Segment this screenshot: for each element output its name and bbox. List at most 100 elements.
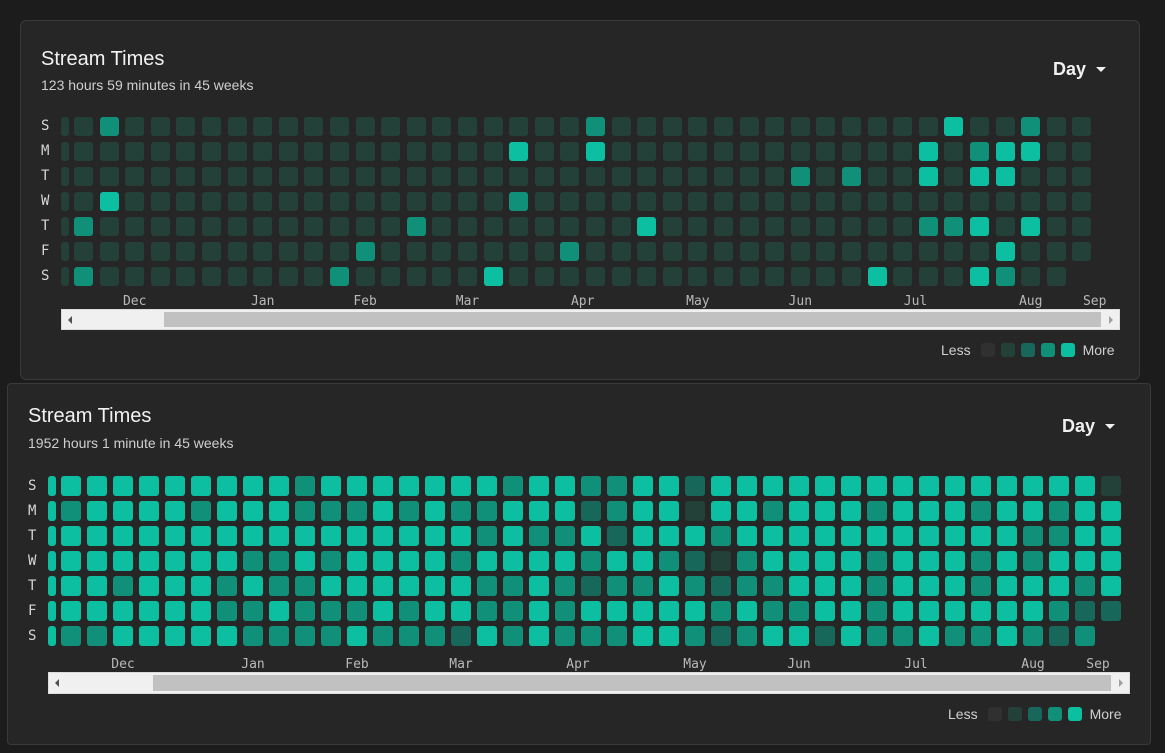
heatmap-cell[interactable] [918, 217, 938, 236]
heatmap-cell[interactable] [586, 192, 605, 211]
heatmap-cell[interactable] [330, 242, 349, 261]
heatmap-cell[interactable] [841, 501, 861, 521]
heatmap-cell[interactable] [944, 167, 964, 186]
scroll-right-arrow-icon[interactable] [1103, 310, 1119, 329]
heatmap-cell[interactable] [165, 551, 185, 571]
heatmap-cell[interactable] [61, 267, 69, 286]
heatmap-cell[interactable] [893, 117, 913, 136]
heatmap-cell[interactable] [789, 501, 809, 521]
heatmap-cell[interactable] [893, 601, 913, 621]
heatmap-cell[interactable] [253, 117, 273, 136]
heatmap-cell[interactable] [1075, 576, 1095, 596]
heatmap-cell[interactable] [278, 142, 298, 161]
heatmap-cell[interactable] [867, 167, 887, 186]
heatmap-cell[interactable] [477, 601, 497, 621]
heatmap-cell[interactable] [688, 192, 708, 211]
heatmap-cell[interactable] [607, 601, 627, 621]
heatmap-cell[interactable] [765, 142, 785, 161]
heatmap-cell[interactable] [1021, 192, 1041, 211]
heatmap-cell[interactable] [586, 242, 605, 261]
heatmap-cell[interactable] [970, 267, 989, 286]
heatmap-cell[interactable] [586, 117, 605, 136]
heatmap-cell[interactable] [555, 526, 575, 546]
heatmap-cell[interactable] [714, 217, 733, 236]
heatmap-cell[interactable] [737, 526, 757, 546]
heatmap-cell[interactable] [893, 167, 913, 186]
heatmap-cell[interactable] [432, 242, 452, 261]
heatmap-cell[interactable] [165, 576, 185, 596]
heatmap-cell[interactable] [971, 501, 991, 521]
heatmap-cell[interactable] [841, 576, 861, 596]
heatmap-cell[interactable] [555, 501, 575, 521]
heatmap-cell[interactable] [347, 626, 367, 646]
heatmap-cell[interactable] [816, 142, 836, 161]
heatmap-cell[interactable] [711, 501, 731, 521]
heatmap-cell[interactable] [867, 142, 887, 161]
heatmap-cell[interactable] [304, 192, 324, 211]
heatmap-cell[interactable] [330, 267, 349, 286]
heatmap-cell[interactable] [893, 192, 913, 211]
heatmap-cell[interactable] [662, 167, 682, 186]
heatmap-cell[interactable] [406, 242, 426, 261]
heatmap-cell[interactable] [191, 626, 211, 646]
heatmap-cell[interactable] [970, 217, 989, 236]
heatmap-cell[interactable] [432, 192, 452, 211]
heatmap-cell[interactable] [995, 117, 1015, 136]
heatmap-cell[interactable] [688, 167, 708, 186]
heatmap-cell[interactable] [61, 242, 69, 261]
heatmap-cell[interactable] [113, 501, 133, 521]
heatmap-cell[interactable] [373, 551, 393, 571]
heatmap-cell[interactable] [139, 526, 159, 546]
heatmap-cell[interactable] [139, 551, 159, 571]
heatmap-cell[interactable] [509, 242, 529, 261]
heatmap-cell[interactable] [74, 142, 93, 161]
heatmap-cell[interactable] [304, 142, 324, 161]
heatmap-cell[interactable] [790, 192, 810, 211]
heatmap-cell[interactable] [399, 501, 419, 521]
heatmap-cell[interactable] [373, 476, 393, 496]
heatmap-cell[interactable] [1023, 626, 1043, 646]
heatmap-cell[interactable] [944, 267, 964, 286]
horizontal-scrollbar[interactable] [48, 672, 1130, 694]
heatmap-cell[interactable] [61, 476, 81, 496]
heatmap-cell[interactable] [458, 117, 477, 136]
heatmap-cell[interactable] [765, 242, 785, 261]
heatmap-cell[interactable] [611, 242, 631, 261]
heatmap-cell[interactable] [763, 551, 783, 571]
heatmap-cell[interactable] [607, 476, 627, 496]
heatmap-cell[interactable] [586, 142, 605, 161]
heatmap-cell[interactable] [611, 167, 631, 186]
heatmap-cell[interactable] [139, 601, 159, 621]
heatmap-cell[interactable] [714, 192, 733, 211]
heatmap-cell[interactable] [714, 117, 733, 136]
heatmap-cell[interactable] [685, 626, 705, 646]
heatmap-cell[interactable] [217, 476, 237, 496]
heatmap-cell[interactable] [945, 626, 965, 646]
heatmap-cell[interactable] [509, 117, 529, 136]
heatmap-cell[interactable] [99, 117, 119, 136]
heatmap-cell[interactable] [176, 192, 196, 211]
heatmap-cell[interactable] [659, 576, 679, 596]
heatmap-cell[interactable] [1075, 551, 1095, 571]
heatmap-cell[interactable] [191, 526, 211, 546]
heatmap-cell[interactable] [688, 267, 708, 286]
heatmap-cell[interactable] [633, 501, 653, 521]
heatmap-cell[interactable] [74, 192, 93, 211]
heatmap-cell[interactable] [711, 476, 731, 496]
heatmap-cell[interactable] [347, 601, 367, 621]
heatmap-cell[interactable] [1072, 242, 1092, 261]
heatmap-cell[interactable] [739, 242, 759, 261]
heatmap-cell[interactable] [87, 526, 107, 546]
heatmap-cell[interactable] [150, 242, 170, 261]
heatmap-cell[interactable] [919, 501, 939, 521]
heatmap-cell[interactable] [659, 601, 679, 621]
heatmap-cell[interactable] [61, 576, 81, 596]
heatmap-cell[interactable] [125, 217, 145, 236]
heatmap-cell[interactable] [662, 217, 682, 236]
heatmap-cell[interactable] [191, 476, 211, 496]
heatmap-cell[interactable] [355, 267, 375, 286]
heatmap-cell[interactable] [458, 167, 477, 186]
heatmap-cell[interactable] [581, 626, 601, 646]
heatmap-cell[interactable] [997, 576, 1017, 596]
heatmap-cell[interactable] [607, 501, 627, 521]
